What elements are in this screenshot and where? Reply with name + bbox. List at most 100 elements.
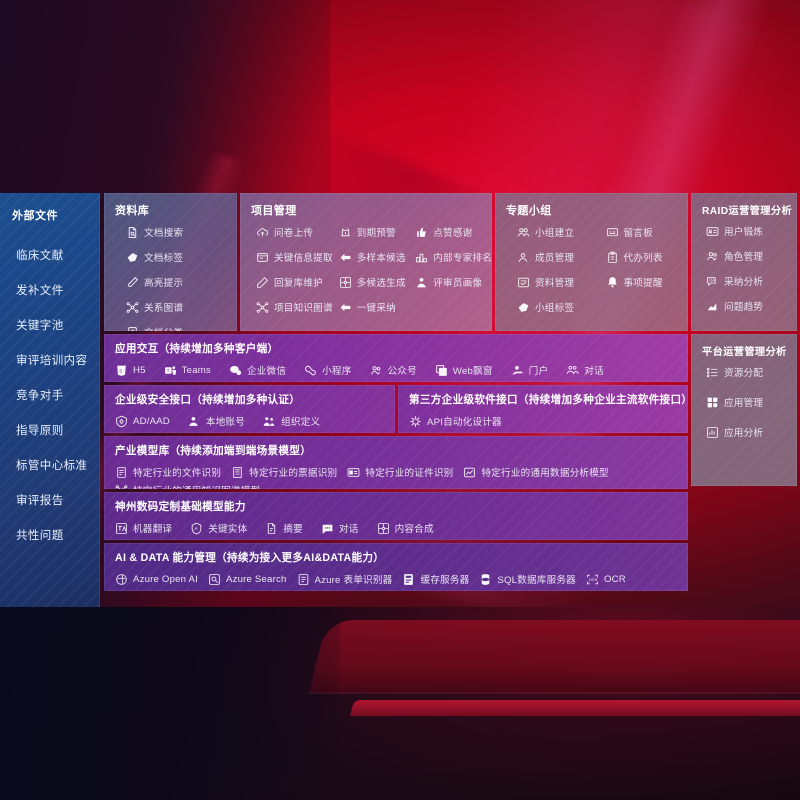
raid-item-role-management[interactable]: 角色管理 [706,249,797,263]
team-item-todo-list[interactable]: 代办列表 [606,250,689,264]
interaction-item-official-account[interactable]: 公众号 [370,361,417,379]
project-item-thanks-like[interactable]: 点赞感谢 [415,225,492,239]
interaction-item-miniprogram[interactable]: 小程序 [304,361,351,379]
foundation-item-label: 摘要 [283,524,303,535]
thirdparty-item-api-designer[interactable]: API自动化设计器 [409,412,502,430]
aidata-item-label: 缓存服务器 [420,575,470,586]
user-card-icon [706,225,719,238]
platform-item-resource-allocation[interactable]: 资源分配 [706,365,797,379]
aidata-item-azure-openai[interactable]: Azure Open AI [115,570,198,588]
pen-icon [256,276,269,289]
clipboard-icon [606,251,619,264]
interaction-item-wecom[interactable]: 企业微信 [229,361,286,379]
foundation-item-key-entity[interactable]: A 关键实体 [190,519,247,537]
project-item-reply-library[interactable]: 回复库维护 [256,275,333,289]
team-item-material-management[interactable]: 资料管理 [517,275,600,289]
sidebar-item-clinical-literature[interactable]: 临床文献 [16,249,64,262]
aidata-item-sql-database[interactable]: SQL数据库服务器 [479,570,576,588]
interaction-item-h5[interactable]: 5 H5 [115,361,146,379]
sidebar-title: 外部文件 [12,210,58,222]
sidebar-item-standards-center[interactable]: 标管中心标准 [16,459,88,472]
sidebar-item-review-report[interactable]: 审评报告 [16,494,64,507]
form-recognizer-icon [297,573,310,586]
industry-item-knowledge-graph-model[interactable]: 特定行业的通用知识图谱模型 [115,481,260,489]
team-item-message-board[interactable]: 留言板 [606,225,689,239]
interaction-item-label: Teams [181,364,211,376]
top-panel-row: 资料库 文档搜索 文档标签 高亮提示 [104,193,800,331]
interaction-item-teams[interactable]: T Teams [164,361,211,379]
sidebar-item-keyword-pool[interactable]: 关键字池 [16,319,64,332]
foundation-item-dialog[interactable]: 对话 [321,519,359,537]
project-item-internal-expert-ranking[interactable]: 内部专家排名 [415,250,492,264]
panel-team-items: 小组建立 留言板 成员管理 代办列表 [495,225,688,324]
invoice-recognize-icon [231,466,244,479]
project-item-multi-sample-candidates[interactable]: 多样本候选 [339,250,409,264]
aidata-item-cache-server[interactable]: 缓存服务器 [402,570,469,588]
security-item-label: 组织定义 [281,417,321,428]
sidebar-item-guiding-principles[interactable]: 指导原则 [16,424,64,437]
team-item-group-tag[interactable]: 小组标签 [517,300,600,314]
raid-item-user-training[interactable]: 用户锻炼 [706,224,797,238]
svg-text:QA: QA [709,278,715,282]
bar-app-interaction-title: 应用交互（持续增加多种客户端） [115,343,279,355]
extract-icon [256,251,269,264]
project-item-project-knowledge-graph[interactable]: 项目知识图谱 [256,300,333,314]
interaction-item-web-popup[interactable]: Web飘窗 [435,361,493,379]
platform-item-app-analysis[interactable]: 应用分析 [706,425,797,439]
project-item-multi-candidate-generate[interactable]: 多候选生成 [339,275,409,289]
data-analysis-icon [463,466,476,479]
sidebar-item-supplement-docs[interactable]: 发补文件 [16,284,64,297]
industry-item-invoice-recognition[interactable]: 特定行业的票据识别 [231,463,337,481]
aidata-item-tts[interactable]: TTS [182,588,219,591]
aidata-item-speech-understanding[interactable]: 语音理解 [115,588,172,591]
interaction-item-label: 企业微信 [246,366,287,377]
project-item-questionnaire-upload[interactable]: 问卷上传 [256,225,333,239]
security-item-label: 本地账号 [205,417,246,428]
panel-raid-title: RAID运营管理分析 [702,206,793,217]
security-item-org-define[interactable]: 组织定义 [263,412,320,430]
library-item-highlight[interactable]: 高亮提示 [126,275,237,289]
project-item-label: 评审员画像 [433,278,483,289]
project-item-one-click-adopt[interactable]: 一键采纳 [339,300,409,314]
project-item-reviewer-portrait[interactable]: 评审员画像 [415,275,492,289]
sidebar-item-review-training[interactable]: 审评培训内容 [16,354,88,367]
team-item-event-reminder[interactable]: 事项提醒 [606,275,689,289]
project-item-key-info-extract[interactable]: 关键信息提取 [256,250,333,264]
platform-item-app-management[interactable]: 应用管理 [706,395,797,409]
industry-item-data-analysis-model[interactable]: 特定行业的通用数据分析模型 [463,463,609,481]
raid-item-issue-trend[interactable]: 问题趋势 [706,299,797,313]
content-compose-icon [377,522,390,535]
industry-item-label: 特定行业的证件识别 [365,468,454,479]
library-item-document-tag[interactable]: 文档标签 [126,250,237,264]
highlight-pen-icon [126,276,139,289]
team-item-member-management[interactable]: 成员管理 [517,250,600,264]
foundation-item-machine-translation[interactable]: 机器翻译 [115,519,172,537]
qa-chat-icon: QA [706,275,719,288]
library-item-document-category[interactable]: 文档分类 [126,325,237,331]
panel-project-items: 问卷上传 到期预警 点赞感谢 关键信息提取 [240,225,492,324]
security-item-ad-aad[interactable]: AD/AAD [115,412,170,430]
industry-item-file-recognition[interactable]: 特定行业的文件识别 [115,463,221,481]
library-item-knowledge-graph[interactable]: 关系图谱 [126,300,237,314]
interaction-item-portal[interactable]: 门户 [511,361,549,379]
foundation-item-content-compose[interactable]: 内容合成 [377,519,434,537]
bar-security-items: AD/AAD 本地账号 组织定义 [104,412,395,433]
team-item-create-group[interactable]: 小组建立 [517,225,600,239]
panel-project-title: 项目管理 [251,205,297,217]
foundation-item-summary[interactable]: 摘要 [265,519,303,537]
sidebar-item-common-issues[interactable]: 共性问题 [16,529,64,542]
library-item-label: 高亮提示 [144,278,184,289]
library-item-document-search[interactable]: 文档搜索 [126,225,237,239]
sidebar-item-competitors[interactable]: 竞争对手 [16,389,64,402]
aidata-item-label: Azure 表单识别器 [314,575,393,586]
aidata-item-form-recognizer[interactable]: Azure 表单识别器 [297,570,393,588]
aidata-item-azure-search[interactable]: Azure Search [208,570,287,588]
industry-item-label: 特定行业的通用知识图谱模型 [133,483,260,489]
aidata-item-ocr[interactable]: OCR OCR [586,570,626,588]
industry-item-id-recognition[interactable]: 特定行业的证件识别 [347,463,453,481]
security-item-local-account[interactable]: 本地账号 [188,412,245,430]
project-item-due-alert[interactable]: 到期预警 [339,225,409,239]
raid-item-adoption-analysis[interactable]: QA 采纳分析 [706,274,797,288]
interaction-item-dialog[interactable]: 对话 [566,361,604,379]
knowledge-graph-icon [256,301,269,314]
